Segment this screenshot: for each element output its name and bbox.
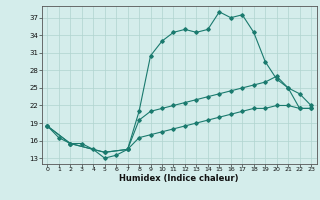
X-axis label: Humidex (Indice chaleur): Humidex (Indice chaleur) [119,174,239,183]
